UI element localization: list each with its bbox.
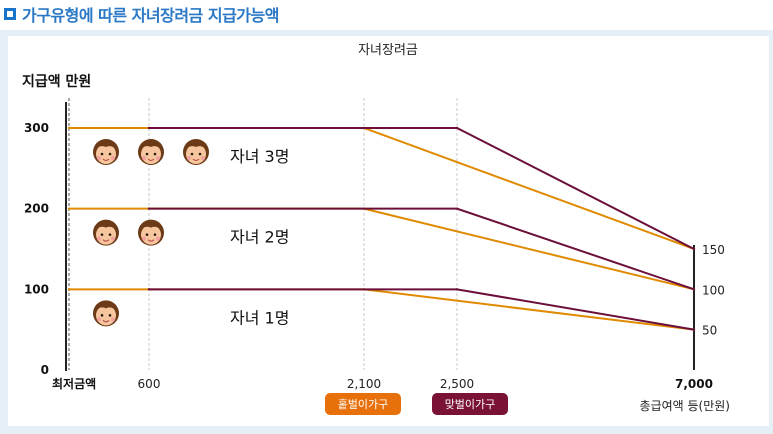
- series-point: [67, 288, 71, 291]
- chart-title: 자녀장려금: [358, 43, 418, 58]
- series-point: [147, 288, 151, 291]
- y-tick-label: 0: [41, 363, 49, 377]
- group-label: 자녀 2명: [230, 228, 289, 247]
- child-face-icon: [138, 219, 164, 246]
- child-face-icon: [93, 138, 119, 165]
- series-point: [147, 126, 151, 130]
- legend-label: 맞벌이가구: [445, 398, 496, 411]
- series-point: [692, 288, 696, 291]
- x-axis-label: 총급여액 등(만원): [640, 399, 730, 413]
- series-point: [455, 126, 459, 130]
- y-axis-label: 지급액 만원: [22, 73, 91, 90]
- child-face-icon: [93, 219, 119, 246]
- series-line: [149, 207, 695, 291]
- series-point: [147, 207, 151, 210]
- x-tick-label: 600: [138, 377, 161, 391]
- group-label: 자녀 1명: [230, 308, 289, 327]
- child-face-icon: [183, 138, 209, 165]
- x-tick-label: 7,000: [675, 377, 713, 391]
- x-tick-label: 최저금액: [52, 376, 96, 391]
- y-tick-label: 200: [24, 202, 49, 216]
- series-line: [69, 207, 695, 291]
- right-value-label: 100: [702, 283, 725, 297]
- legend-label: 홑벌이가구: [338, 398, 389, 411]
- right-value-label: 150: [702, 243, 725, 257]
- series-point: [692, 328, 696, 331]
- child-face-icon: [138, 138, 164, 165]
- bullet-square-icon: [4, 8, 16, 20]
- y-tick-label: 300: [24, 121, 49, 135]
- series-line: [69, 288, 695, 331]
- series-point: [67, 126, 71, 130]
- series-point: [692, 247, 696, 251]
- child-face-icon: [93, 300, 119, 327]
- series-point: [455, 207, 459, 210]
- series-point: [455, 288, 459, 291]
- series-point: [67, 207, 71, 210]
- y-tick-label: 100: [24, 282, 49, 296]
- legend-swatch: [325, 393, 401, 415]
- header: 가구유형에 따른 자녀장려금 지급가능액: [4, 2, 279, 26]
- legend-swatch: [432, 393, 508, 415]
- x-tick-label: 2,100: [347, 377, 381, 391]
- group-label: 자녀 3명: [230, 147, 289, 166]
- page-title: 가구유형에 따른 자녀장려금 지급가능액: [22, 6, 279, 25]
- x-tick-label: 2,500: [440, 377, 474, 391]
- right-value-label: 50: [702, 324, 717, 338]
